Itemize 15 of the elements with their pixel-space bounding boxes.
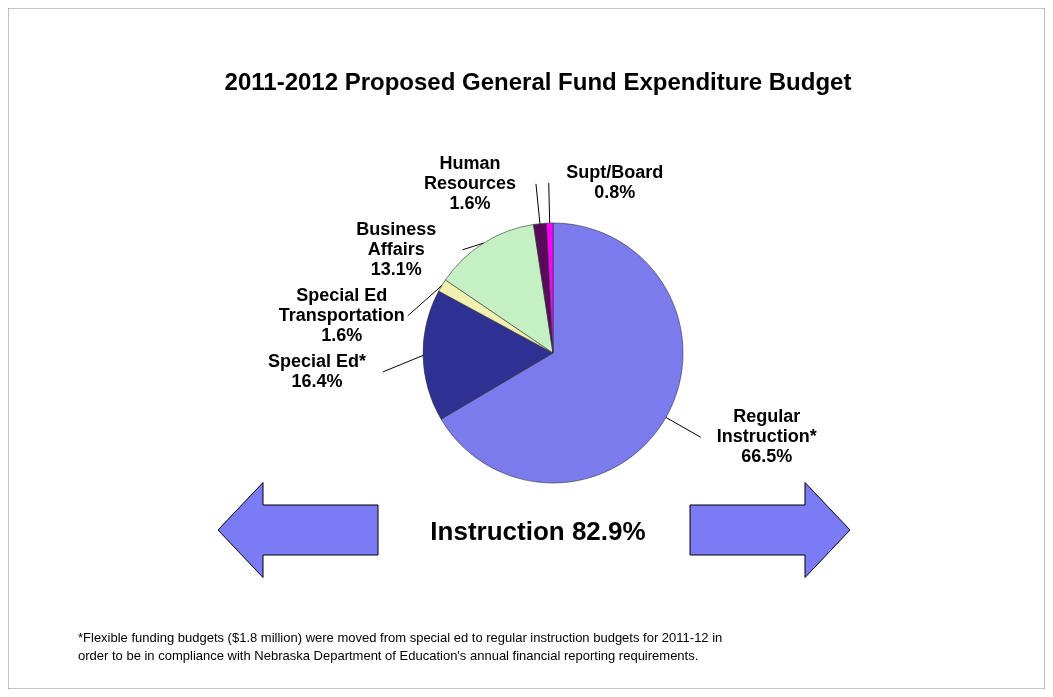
slice-label: Supt/Board	[566, 162, 664, 183]
data-label: 66.5%	[741, 446, 793, 467]
data-label: 1.6%	[321, 324, 363, 345]
chart-title: 2011-2012 Proposed General Fund Expenditure Budget	[224, 68, 852, 95]
data-label: 13.1%	[370, 258, 422, 279]
text: Instruction 82.9%	[430, 516, 646, 546]
slice-label: Business Affairs	[356, 218, 437, 259]
data-label: 0.8%	[594, 182, 636, 203]
slice-label: Regular Instruction*	[716, 406, 817, 447]
slice-label: Special Ed*	[268, 350, 367, 371]
data-label: 1.6%	[449, 192, 491, 213]
text: *Flexible funding budgets ($1.8 million) were moved from special ed to regular instruction budgets for 2011-12 in order to be in compliance with Nebraska Department of Education's annual financial reporting requirements.	[78, 630, 723, 663]
slice-label: Human Resources	[423, 152, 516, 193]
slice-label: Special Ed Transportation	[278, 284, 405, 325]
data-label: 16.4%	[291, 370, 343, 391]
